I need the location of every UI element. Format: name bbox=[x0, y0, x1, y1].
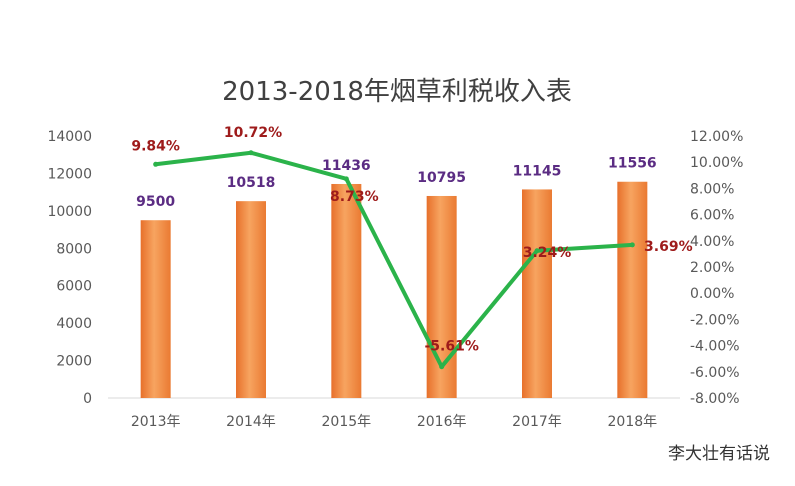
bar-data-label: 11556 bbox=[608, 156, 657, 172]
rate-data-label: 8.73% bbox=[330, 189, 379, 205]
left-axis-tick-label: 6000 bbox=[56, 279, 92, 295]
left-axis-tick-label: 8000 bbox=[56, 241, 92, 257]
x-axis: 2013年 2014年 2015年 2016年 2017年 2018年 bbox=[108, 397, 680, 430]
left-axis: 0 2000 4000 6000 8000 10000 12000 14000 bbox=[47, 129, 92, 407]
rate-data-label: -5.61% bbox=[424, 339, 478, 355]
right-axis-tick-label: 4.00% bbox=[690, 234, 734, 250]
x-axis-tick-label: 2018年 bbox=[608, 414, 658, 430]
line-point bbox=[248, 150, 254, 156]
left-axis-tick-label: 0 bbox=[83, 391, 92, 407]
right-axis-tick-label: -4.00% bbox=[690, 339, 740, 355]
right-axis-tick-label: 10.00% bbox=[690, 155, 743, 171]
line-point bbox=[439, 364, 445, 370]
bar bbox=[236, 201, 266, 398]
rate-data-label: 9.84% bbox=[131, 138, 180, 154]
left-axis-tick-label: 14000 bbox=[47, 129, 92, 145]
right-axis-tick-label: 8.00% bbox=[690, 181, 734, 197]
bar-data-label: 9500 bbox=[136, 194, 175, 210]
rate-data-labels: 9.84% 10.72% 8.73% -5.61% 3.24% 3.69% bbox=[131, 125, 692, 355]
rate-data-label: 10.72% bbox=[224, 125, 282, 141]
right-axis-tick-label: 0.00% bbox=[690, 286, 734, 302]
line-point bbox=[153, 161, 159, 167]
x-axis-tick-label: 2016年 bbox=[417, 414, 467, 430]
bar bbox=[617, 181, 648, 398]
bar-data-label: 10795 bbox=[417, 170, 466, 186]
right-axis-tick-label: -6.00% bbox=[690, 365, 740, 381]
x-axis-tick-label: 2017年 bbox=[512, 414, 562, 430]
bar-data-label: 11436 bbox=[322, 158, 371, 174]
left-axis-tick-label: 4000 bbox=[56, 316, 92, 332]
right-axis-tick-label: -2.00% bbox=[690, 312, 740, 328]
right-axis-tick-label: 2.00% bbox=[690, 260, 734, 276]
growth-line bbox=[155, 150, 633, 369]
right-axis-tick-label: -8.00% bbox=[690, 391, 740, 407]
footer-caption: 李大壮有话说 bbox=[668, 444, 770, 464]
left-axis-tick-label: 2000 bbox=[56, 354, 92, 370]
rate-data-label: 3.69% bbox=[644, 239, 693, 255]
left-axis-tick-label: 10000 bbox=[47, 204, 92, 220]
right-axis: -8.00% -6.00% -4.00% -2.00% 0.00% 2.00% 4.00% 6… bbox=[690, 129, 743, 407]
right-axis-tick-label: 12.00% bbox=[690, 129, 743, 145]
left-axis-tick-label: 12000 bbox=[47, 166, 92, 182]
bar-series bbox=[140, 181, 648, 398]
line-point bbox=[629, 242, 635, 248]
x-axis-tick-label: 2015年 bbox=[322, 414, 372, 430]
line-series bbox=[153, 150, 635, 370]
bar-data-label: 10518 bbox=[227, 175, 276, 191]
x-axis-tick-label: 2013年 bbox=[131, 414, 181, 430]
bar-data-labels: 9500 10518 11436 10795 11145 11556 bbox=[136, 156, 657, 210]
bar bbox=[331, 183, 362, 398]
bar bbox=[140, 220, 171, 398]
line-point bbox=[343, 176, 349, 182]
chart-title: 2013-2018年烟草利税收入表 bbox=[222, 77, 572, 107]
rate-data-label: 3.24% bbox=[523, 245, 572, 261]
x-axis-tick-label: 2014年 bbox=[226, 414, 276, 430]
right-axis-tick-label: 6.00% bbox=[690, 208, 734, 224]
line-point bbox=[534, 248, 540, 254]
bar bbox=[522, 189, 552, 398]
bar-data-label: 11145 bbox=[513, 163, 562, 179]
